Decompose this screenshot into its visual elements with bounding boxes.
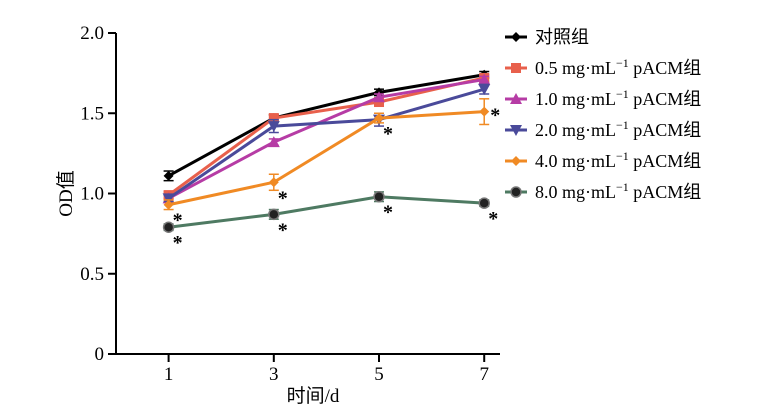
legend-swatch-marker [510, 186, 522, 198]
legend-label: 4.0 mg·mL−1 pACM组 [535, 149, 701, 171]
legend-swatch-marker [511, 32, 521, 42]
series-line [167, 78, 485, 200]
x-tick-label: 7 [479, 364, 489, 385]
data-point [373, 190, 385, 203]
significance-star: * [488, 208, 498, 230]
series-line [167, 87, 485, 200]
y-tick-label: 2.0 [80, 23, 104, 44]
legend-swatch-marker [510, 125, 522, 136]
y-tick-label: 0 [95, 344, 105, 365]
legend-item-3: 1.0 mg·mL−1 pACM组 [505, 87, 701, 109]
legend-label: 2.0 mg·mL−1 pACM组 [535, 118, 701, 140]
data-point [163, 170, 174, 181]
series-line [168, 195, 485, 229]
x-tick-label: 3 [269, 364, 279, 385]
legend-item-5: 4.0 mg·mL−1 pACM组 [505, 149, 701, 171]
data-point [374, 113, 385, 124]
series-3 [162, 73, 491, 204]
y-tick-label: 1.5 [80, 103, 104, 124]
legend-item-4: 2.0 mg·mL−1 pACM组 [505, 118, 701, 140]
data-point [162, 221, 175, 233]
series-line [168, 110, 485, 207]
significance-star: * [383, 123, 393, 145]
legend-item-2: 0.5 mg·mL−1 pACM组 [505, 56, 701, 78]
data-point [479, 106, 490, 117]
x-axis-title: 时间/d [287, 385, 340, 407]
data-point [268, 208, 280, 221]
data-point [268, 177, 279, 188]
significance-star: * [278, 219, 288, 241]
data-point [267, 136, 280, 148]
x-tick-label: 1 [164, 364, 174, 385]
significance-star: * [173, 232, 183, 254]
significance-star: * [383, 202, 393, 224]
data-point [478, 73, 491, 85]
data-point [478, 84, 491, 96]
series-5: * * * * [163, 98, 500, 232]
data-point [478, 197, 490, 209]
legend-swatch-marker [510, 93, 522, 104]
legend-label: 1.0 mg·mL−1 pACM组 [535, 87, 701, 109]
legend-swatch-marker [511, 63, 521, 73]
legend-label: 0.5 mg·mL−1 pACM组 [535, 56, 701, 78]
data-point [373, 91, 386, 103]
data-point [162, 193, 175, 205]
series-6: *** * [162, 190, 498, 254]
significance-star: * [173, 210, 183, 232]
series-4 [162, 83, 491, 205]
legend-label: 8.0 mg·mL−1 pACM组 [535, 180, 701, 202]
significance-star: * [490, 105, 500, 127]
legend-item-1: 对照组 [505, 27, 589, 47]
series-2 [163, 72, 490, 201]
x-tick-label: 5 [374, 364, 384, 385]
legend-item-6: 8.0 mg·mL−1 pACM组 [505, 180, 701, 202]
legend-label: 对照组 [535, 27, 589, 47]
significance-star: * [278, 187, 288, 209]
data-point [163, 199, 174, 210]
y-tick-label: 1.0 [80, 184, 104, 205]
series-line [167, 76, 485, 197]
series-line [167, 73, 485, 178]
data-point [268, 113, 279, 124]
legend-swatch-marker [511, 156, 521, 166]
y-tick-label: 0.5 [80, 264, 104, 285]
y-axis-title: OD值 [55, 170, 77, 216]
data-point [267, 121, 280, 133]
